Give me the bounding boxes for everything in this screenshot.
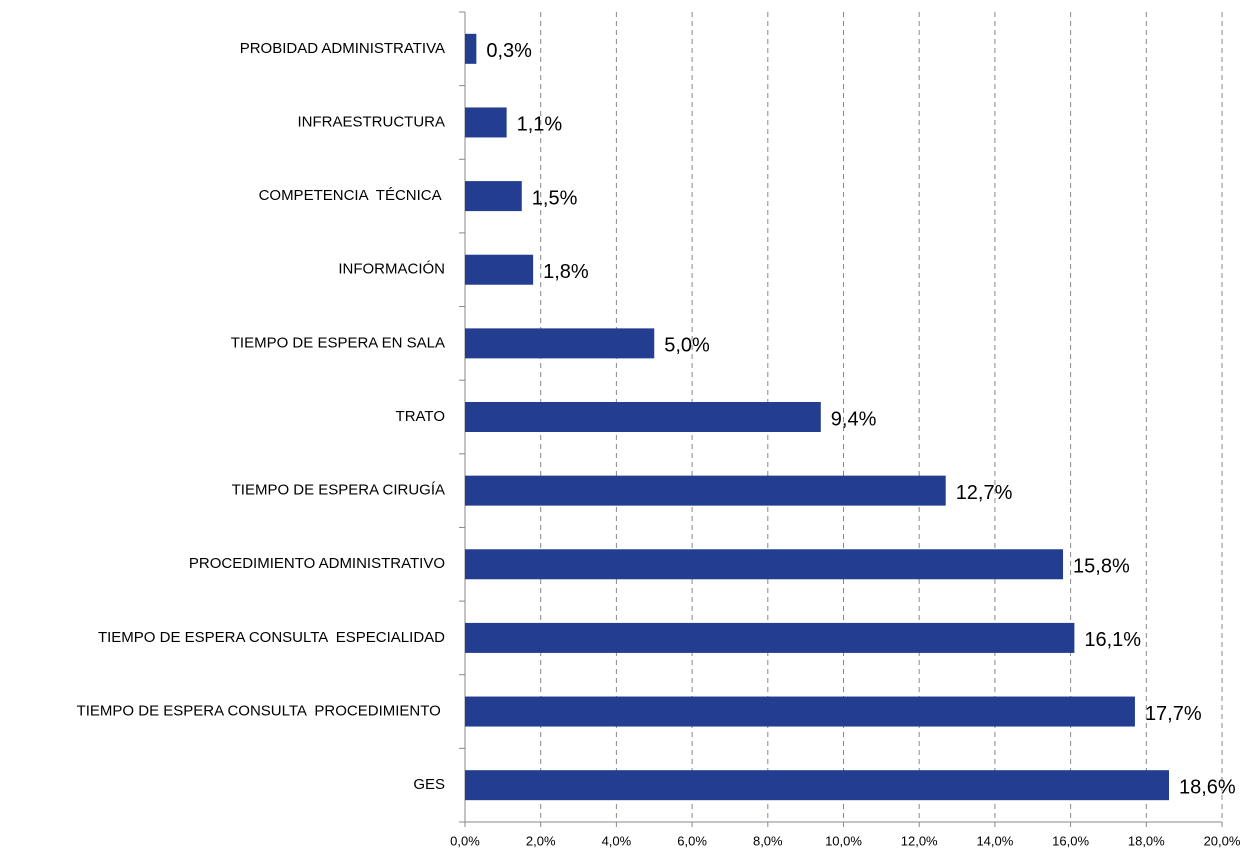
bar — [465, 254, 534, 285]
x-tick-label: 16,0% — [1052, 833, 1089, 848]
x-tick-label: 8,0% — [753, 833, 783, 848]
y-tick-label: INFRAESTRUCTURA — [297, 113, 445, 130]
bar — [465, 33, 477, 64]
value-label: 17,7% — [1145, 703, 1202, 725]
x-tick-label: 12,0% — [901, 833, 938, 848]
x-tick-label: 18,0% — [1128, 833, 1165, 848]
y-tick-label: PROCEDIMIENTO ADMINISTRATIVO — [189, 555, 445, 572]
value-label: 1,5% — [532, 187, 578, 209]
y-tick-label: PROBIDAD ADMINISTRATIVA — [240, 40, 445, 57]
y-tick-label: INFORMACIÓN — [338, 261, 445, 278]
y-tick-label: TIEMPO DE ESPERA CIRUGÍA — [232, 482, 445, 499]
value-label: 15,8% — [1073, 556, 1130, 578]
x-tick-label: 0,0% — [450, 833, 480, 848]
bar — [465, 622, 1075, 653]
value-label: 5,0% — [664, 335, 710, 357]
bar — [465, 770, 1170, 801]
bar — [465, 328, 655, 359]
bar — [465, 181, 522, 212]
value-label: 16,1% — [1084, 629, 1141, 651]
value-label: 9,4% — [831, 408, 877, 430]
bar — [465, 107, 507, 138]
x-tick-label: 2,0% — [526, 833, 556, 848]
bar — [465, 696, 1135, 727]
y-tick-label: GES — [413, 776, 445, 793]
y-tick-label: COMPETENCIA TÉCNICA — [259, 187, 445, 204]
value-label: 18,6% — [1179, 776, 1236, 798]
x-tick-label: 10,0% — [825, 833, 862, 848]
y-tick-label: TIEMPO DE ESPERA CONSULTA PROCEDIMIENTO — [77, 703, 445, 720]
y-tick-label: TRATO — [396, 408, 445, 425]
value-label: 1,1% — [517, 114, 563, 136]
x-tick-label: 6,0% — [677, 833, 707, 848]
bar — [465, 549, 1064, 580]
x-tick-label: 20,0% — [1204, 833, 1241, 848]
value-label: 0,3% — [486, 40, 532, 62]
value-label: 12,7% — [956, 482, 1013, 504]
bar — [465, 402, 821, 432]
x-tick-label: 14,0% — [976, 833, 1013, 848]
bar — [465, 475, 946, 506]
y-tick-label: TIEMPO DE ESPERA CONSULTA ESPECIALIDAD — [98, 629, 445, 646]
value-label: 1,8% — [543, 261, 589, 283]
y-tick-label: TIEMPO DE ESPERA EN SALA — [231, 334, 445, 351]
x-tick-label: 4,0% — [602, 833, 632, 848]
